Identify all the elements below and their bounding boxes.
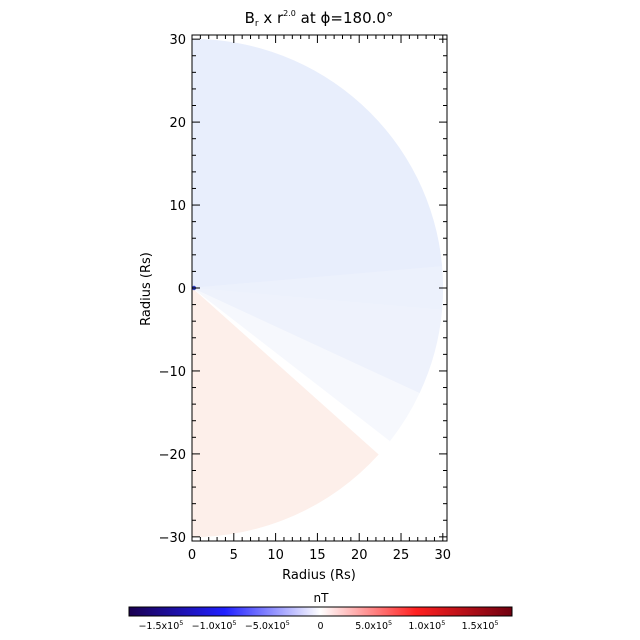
x-tick-label: 15 [309,548,326,563]
y-tick-label: 0 [178,282,186,297]
x-tick-label: 10 [267,548,284,563]
field-sectors [191,38,444,538]
x-tick-label: 30 [435,548,452,563]
x-tick-label: 0 [188,548,196,563]
colorbar-tick-label: 5.0x105 [355,619,392,632]
x-axis-label: Radius (Rs) [282,568,356,583]
y-tick-label: −30 [159,531,186,546]
chart-title: Br x r2.0 at ϕ=180.0° [245,9,394,29]
title-mid: x r [259,9,284,27]
y-tick-label: −10 [159,365,186,380]
x-tick-label: 5 [230,548,238,563]
colorbar-label: nT [314,591,330,605]
title-tail: at ϕ=180.0° [296,9,394,27]
y-axis-label: Radius (Rs) [139,252,154,326]
colorbar [128,606,513,617]
colorbar-tick-label: −5.0x105 [245,619,290,632]
colorbar-tick-label: 1.5x105 [462,619,499,632]
x-tick-label: 25 [393,548,410,563]
y-axis-ticks: 30 20 10 0 −10 −20 −30 [159,33,447,546]
y-tick-label: 10 [169,199,186,214]
field-sector-5 [191,287,379,538]
colorbar-tick-label: −1.5x105 [138,619,183,632]
x-axis-ticks: 0 5 10 15 20 25 30 [188,35,451,563]
title-base: B [245,9,255,27]
x-tick-label: 20 [351,548,368,563]
y-tick-label: 20 [169,116,186,131]
colorbar-tick-labels: −1.5x105 −1.0x105 −5.0x105 0 5.0x105 1.0x105 1… [138,619,498,632]
title-sub: r [255,19,259,29]
colorbar-tick-label: −1.0x105 [192,619,237,632]
colorbar-tick-label: 1.0x105 [408,619,445,632]
field-sector-0 [191,38,443,289]
title-sup: 2.0 [283,9,296,18]
y-tick-label: −20 [159,448,186,463]
y-tick-label: 30 [169,33,186,48]
colorbar-tick-label: 0 [317,621,323,632]
